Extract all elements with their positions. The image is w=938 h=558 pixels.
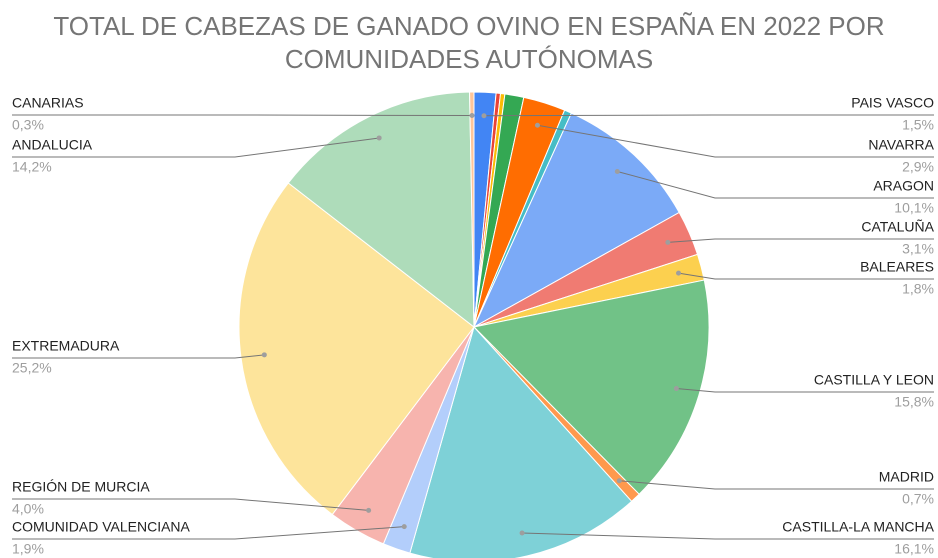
slice-value-label: 10,1% — [894, 200, 934, 216]
slice-value-label: 15,8% — [894, 394, 934, 410]
leader-line — [12, 498, 369, 511]
slice-label: CASTILLA Y LEON — [814, 372, 934, 388]
leader-line — [483, 114, 934, 117]
slice-label: CANARIAS — [12, 95, 84, 111]
pie-slice — [472, 112, 680, 329]
slice-value-label: 1,9% — [12, 541, 44, 557]
leader-dot — [673, 386, 679, 392]
leader-line — [12, 354, 265, 359]
leader-dot — [261, 352, 267, 358]
slice-value-label: 4,0% — [12, 501, 44, 517]
slice-label: REGIÓN DE MURCIA — [12, 479, 150, 495]
pie-slice — [287, 91, 475, 329]
pie-slice — [472, 279, 710, 495]
leader-line — [12, 114, 473, 117]
slice-value-label: 0,7% — [902, 491, 934, 507]
leader-dot — [481, 113, 487, 119]
leader-dot — [616, 478, 622, 484]
slice-value-label: 16,1% — [894, 541, 934, 557]
slice-label: CATALUÑA — [861, 219, 934, 235]
leader-line — [667, 238, 934, 243]
chart-title: TOTAL DE CABEZAS DE GANADO OVINO EN ESPA… — [53, 11, 885, 74]
leader-dot — [665, 239, 671, 245]
leader-dot — [376, 135, 382, 141]
pie-slice — [409, 325, 633, 558]
leader-line — [522, 532, 934, 540]
slice-value-label: 2,9% — [902, 159, 934, 175]
slice-value-label: 25,2% — [12, 360, 52, 376]
leader-line — [12, 137, 380, 158]
slice-value-label: 3,1% — [902, 241, 934, 257]
leader-line — [617, 170, 934, 199]
slice-value-label: 1,8% — [902, 281, 934, 297]
pie-slice — [469, 91, 475, 328]
slice-value-label: 0,3% — [12, 117, 44, 133]
leader-dot — [614, 168, 620, 174]
leader-line — [537, 124, 934, 158]
pie-slice — [238, 182, 475, 516]
leader-dot — [519, 530, 525, 536]
slice-label: PAIS VASCO — [851, 95, 934, 111]
leader-dot — [469, 113, 475, 119]
leader-line — [619, 480, 934, 490]
slice-label: ARAGON — [873, 178, 934, 194]
slice-label: ANDALUCIA — [12, 137, 93, 153]
slice-label: NAVARRA — [868, 137, 934, 153]
slice-label: COMUNIDAD VALENCIANA — [12, 519, 191, 535]
leader-dot — [401, 524, 407, 530]
slice-label: BALEARES — [860, 259, 934, 275]
slice-label: EXTREMADURA — [12, 338, 120, 354]
leader-line — [678, 272, 934, 280]
leader-dot — [534, 122, 540, 128]
leader-dot — [366, 507, 372, 513]
slice-value-label: 1,5% — [902, 117, 934, 133]
leader-line — [676, 388, 934, 393]
leader-line — [12, 526, 405, 540]
slice-label: CASTILLA-LA MANCHA — [782, 519, 934, 535]
slice-label: MADRID — [879, 469, 934, 485]
leader-dot — [676, 270, 682, 276]
slice-value-label: 14,2% — [12, 159, 52, 175]
